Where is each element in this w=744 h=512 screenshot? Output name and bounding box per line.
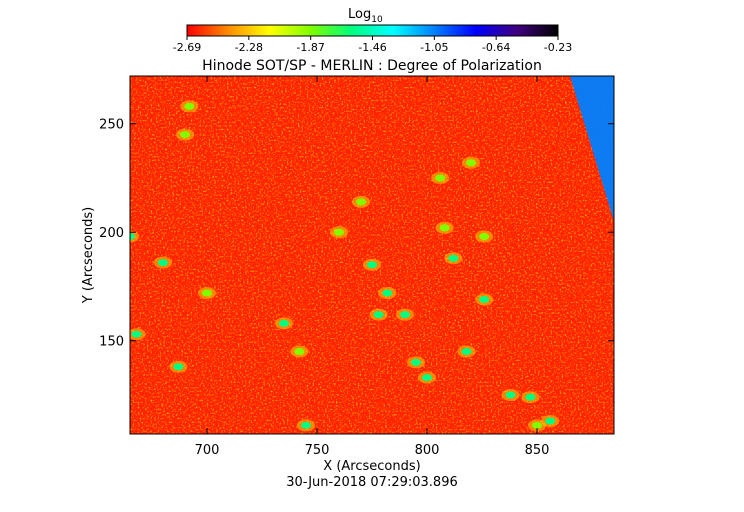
y-tick-label: 150: [99, 335, 124, 350]
y-tick-label: 200: [99, 226, 124, 241]
y-axis: 150 200 250: [99, 118, 614, 350]
heatmap-patch: [202, 289, 212, 297]
x-tick-label: 850: [525, 443, 550, 458]
colorbar-tick-label: -2.69: [173, 41, 201, 54]
x-tick-label: 800: [415, 443, 440, 458]
heatmap-patch: [545, 417, 556, 425]
heatmap-patch: [173, 363, 184, 371]
heatmap-patch: [439, 224, 450, 232]
heatmap-patch: [382, 289, 393, 297]
x-tick-label: 750: [305, 443, 330, 458]
x-axis: 700 750 800 850: [195, 76, 550, 458]
heatmap-patch: [479, 295, 490, 303]
heatmap-patch: [184, 102, 195, 110]
heatmap-patch: [367, 261, 377, 269]
colorbar-label-subscript: 10: [371, 15, 383, 25]
heatmap-patch: [461, 348, 472, 356]
colorbar-tick-label: -1.87: [296, 41, 324, 54]
timestamp: 30-Jun-2018 07:29:03.896: [286, 475, 458, 490]
colorbar-ticks: -2.69 -2.28 -1.87 -1.46 -1.05 -0.64 -0.23: [173, 36, 572, 54]
heatmap-patch: [411, 358, 421, 366]
colorbar-label: Log10: [348, 7, 383, 25]
heatmap-patch: [479, 233, 490, 241]
heatmap-patch: [180, 131, 190, 139]
heatmap-patch: [422, 374, 432, 382]
heatmap-patch: [334, 228, 344, 236]
heatmap-patch: [466, 159, 476, 167]
x-axis-label: X (Arcseconds): [323, 459, 420, 474]
heatmap-patch: [505, 391, 516, 399]
heatmap-patch: [130, 233, 135, 241]
heatmap-patch: [400, 311, 410, 319]
heatmap-patch: [294, 348, 305, 356]
heatmap-patch: [525, 393, 536, 401]
heatmap-edge-region: [570, 76, 614, 222]
colorbar-strip: [186, 24, 559, 37]
colorbar-tick-label: -2.28: [235, 41, 263, 54]
colorbar-tick-label: -0.64: [482, 41, 510, 54]
heatmap-patch: [279, 319, 289, 327]
colorbar-tick-label: -1.46: [358, 41, 386, 54]
heatmap-patch: [301, 421, 311, 429]
heatmap-patch: [131, 330, 142, 338]
heatmap-patch: [373, 311, 384, 319]
chart-title: Hinode SOT/SP - MERLIN : Degree of Polar…: [202, 58, 542, 74]
heatmap-speckle: [130, 76, 614, 434]
heatmap-patch: [356, 198, 366, 206]
y-axis-label: Y (Arcseconds): [81, 207, 96, 304]
heatmap-patches: [130, 100, 560, 432]
colorbar-tick-label: -0.23: [544, 41, 572, 54]
heatmap-patch: [448, 254, 459, 262]
plot-frame: [129, 75, 615, 435]
x-tick-label: 700: [195, 443, 220, 458]
colorbar-tick-label: -1.05: [420, 41, 448, 54]
y-tick-label: 250: [99, 118, 124, 133]
heatmap-patch: [435, 174, 446, 182]
plot-area: [130, 76, 614, 434]
colorbar: Log10 -2.69 -2.28 -1.87 -1.46 -1.05 -0.64 -0.2…: [173, 7, 572, 54]
heatmap-patch: [158, 259, 168, 267]
heatmap-patch: [532, 421, 542, 429]
